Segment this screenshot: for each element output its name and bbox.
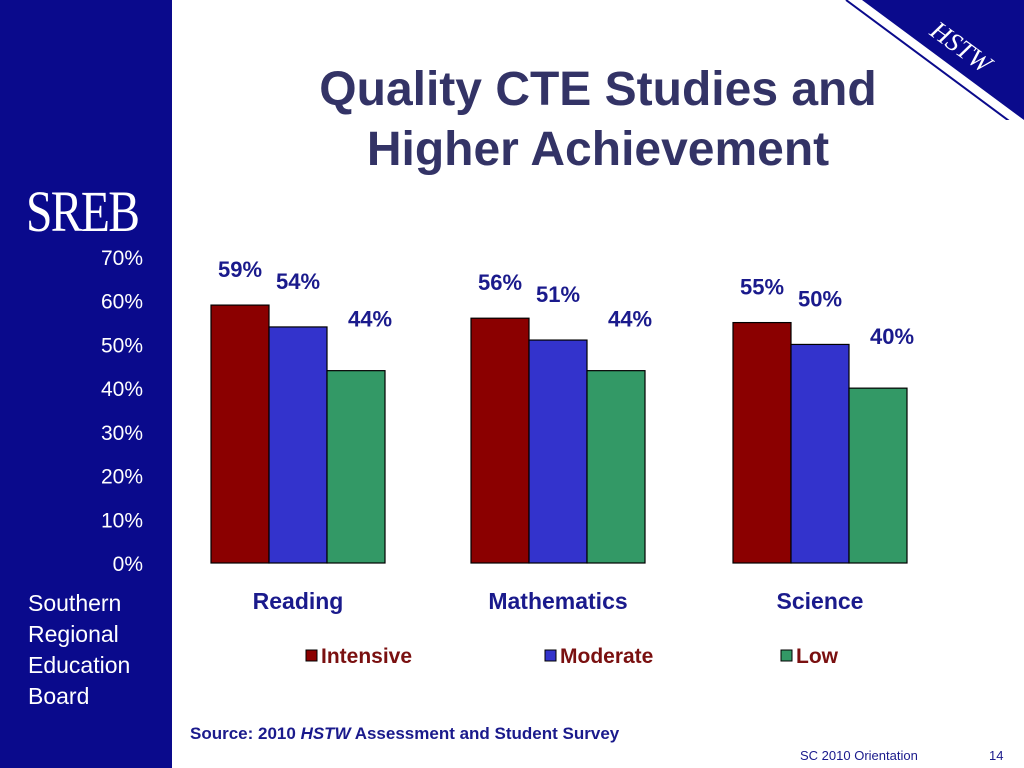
data-label: 44% [608,307,652,332]
badge-triangle [862,0,1024,120]
legend-label: Moderate [560,645,653,668]
badge-border [845,0,1010,120]
legend-swatch [544,649,557,662]
data-label: 40% [870,324,914,349]
title-line-2: Higher Achievement [366,123,830,176]
category-label: Science [777,588,864,614]
bar-intensive [210,304,270,564]
y-tick-label: 40% [101,378,143,401]
bar-low [586,370,646,564]
category-label: Reading [253,588,344,614]
legend-swatch [780,649,793,662]
org-name-line: Regional [28,621,119,647]
y-tick-label: 0% [113,553,143,576]
y-tick-label: 10% [101,509,143,532]
sidebar [0,0,172,768]
x-axis: Reading Mathematics Science [253,588,864,614]
org-name-line: Southern [28,590,122,616]
bar-low [848,387,908,564]
data-label: 54% [276,269,320,294]
y-tick-label: 60% [101,291,143,314]
footer-label: SC 2010 Orientation [800,748,918,763]
source-note: Source: 2010 HSTW Assessment and Student… [190,724,619,744]
data-label: 55% [740,275,784,300]
y-tick-label: 50% [101,334,143,357]
page-title: Quality CTE Studies and Higher Achieveme… [172,60,1024,180]
data-label: 51% [536,282,580,307]
legend: Intensive Moderate Low [305,645,839,668]
bar-moderate [528,339,588,564]
bar-low [326,370,386,564]
y-tick-label: 20% [101,466,143,489]
category-label: Mathematics [488,588,627,614]
bar-moderate [268,326,328,564]
bars [210,304,908,564]
source-suffix: Assessment and Student Survey [350,724,620,743]
legend-label: Low [796,645,839,668]
data-label: 56% [478,270,522,295]
org-name-line: Board [28,683,90,709]
sidebar-y-axis: 0% 10% 20% 30% 40% 50% 60% 70% [101,247,143,576]
bar-moderate [790,343,850,564]
data-labels: 59% 54% 44% 56% 51% 44% 55% 50% 40% [218,257,914,349]
legend-swatch [305,649,318,662]
y-tick-label: 30% [101,422,143,445]
org-name: Southern Regional Education Board [28,588,168,712]
data-label: 50% [798,286,842,311]
title-line-1: Quality CTE Studies and [319,63,877,116]
org-name-line: Education [28,652,131,678]
bar-intensive [470,317,530,564]
y-tick-label: 70% [101,247,143,270]
hstw-badge: HSTW [845,0,1024,120]
source-prefix: Source: 2010 [190,724,301,743]
sreb-logo: SREB [26,179,140,244]
source-emph: HSTW [300,724,351,743]
data-label: 44% [348,307,392,332]
data-label: 59% [218,257,262,282]
bar-intensive [732,321,792,564]
legend-label: Intensive [321,645,412,668]
page-number: 14 [989,748,1004,763]
